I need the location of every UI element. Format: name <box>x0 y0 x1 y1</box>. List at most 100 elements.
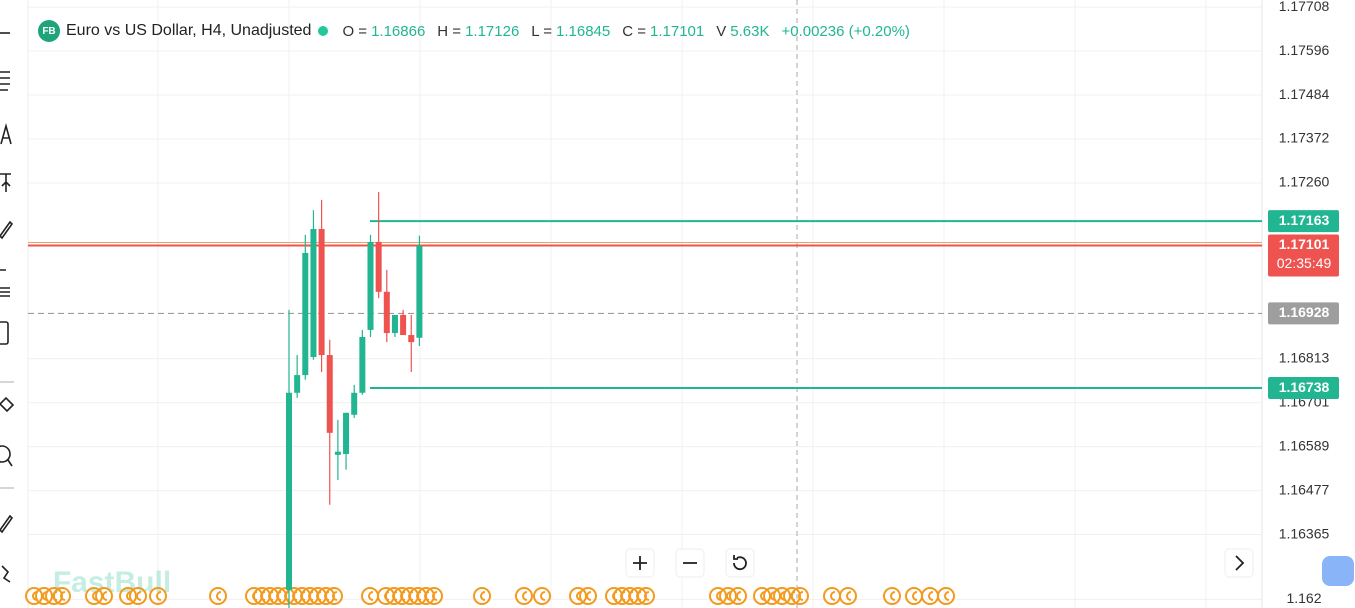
legend-label: H = <box>437 22 462 40</box>
event-marker <box>791 587 809 605</box>
scroll-right-icon <box>1235 555 1245 571</box>
candle-body <box>400 314 407 336</box>
event-marker <box>729 587 747 605</box>
candle-body <box>343 412 350 455</box>
candle-body <box>351 392 358 415</box>
candle-body <box>310 228 317 358</box>
y-tick-label: 1.16589 <box>1279 437 1330 453</box>
event-marker <box>839 587 857 605</box>
event-marker-glyph <box>736 591 742 601</box>
event-marker-glyph <box>156 591 162 601</box>
candle-body <box>375 241 382 292</box>
left-toolbar <box>0 32 15 583</box>
zoom-controls <box>625 548 1254 578</box>
event-marker-glyph <box>846 591 852 601</box>
legend-value: 1.17126 <box>465 22 520 40</box>
event-marker-glyph <box>586 591 592 601</box>
tool-icon[interactable] <box>0 269 10 297</box>
tool-icon[interactable] <box>0 396 15 413</box>
tool-icon[interactable] <box>7 459 13 467</box>
candle-body <box>367 241 374 330</box>
price-label: 1.17163 <box>1279 212 1330 228</box>
tool-icon[interactable] <box>0 445 11 463</box>
candle-body <box>326 355 333 433</box>
event-marker <box>95 587 113 605</box>
event-marker-glyph <box>890 591 896 601</box>
candle-body <box>294 375 301 393</box>
legend-label: O = <box>342 22 368 40</box>
event-marker <box>883 587 901 605</box>
candle-body <box>318 228 325 356</box>
event-marker <box>579 587 597 605</box>
event-marker-glyph <box>216 591 222 601</box>
tool-icon[interactable] <box>0 173 11 192</box>
event-marker-glyph <box>480 591 486 601</box>
tool-icon[interactable] <box>0 321 9 345</box>
event-marker-glyph <box>136 591 142 601</box>
candle-body <box>359 336 366 393</box>
legend-label: V <box>716 22 727 40</box>
event-markers <box>25 587 955 605</box>
candle-body <box>286 392 292 590</box>
y-tick-label: 1.17260 <box>1279 174 1330 190</box>
symbol-badge: FB <box>38 20 60 42</box>
symbol-title: Euro vs US Dollar, H4, Unadjusted <box>66 22 312 39</box>
event-marker-glyph <box>798 591 804 601</box>
legend: FB Euro vs US Dollar, H4, Unadjusted O =… <box>38 19 922 43</box>
tool-icon[interactable] <box>0 514 14 534</box>
tool-icon[interactable] <box>1 565 11 583</box>
legend-value: 1.16866 <box>371 22 426 40</box>
candle-body <box>391 314 398 334</box>
event-marker <box>325 587 343 605</box>
zoom-in-icon <box>633 556 647 570</box>
event-marker-glyph <box>368 591 374 601</box>
event-marker <box>425 587 443 605</box>
price-label: 1.16738 <box>1279 379 1330 395</box>
status-dot <box>318 26 329 36</box>
candle-body <box>408 335 415 343</box>
event-marker-glyph <box>332 591 338 601</box>
event-marker-glyph <box>928 591 934 601</box>
y-tick-label: 1.16477 <box>1279 481 1330 497</box>
event-marker-glyph <box>540 591 546 601</box>
reset-icon <box>733 555 747 571</box>
legend-value: 1.16845 <box>556 22 611 40</box>
candle-body <box>416 245 423 338</box>
legend-label: C = <box>622 22 647 40</box>
translate-button[interactable] <box>1322 556 1354 586</box>
legend-value: 5.63K <box>730 22 770 40</box>
event-marker-glyph <box>432 591 438 601</box>
price-label: 1.17101 <box>1279 236 1330 252</box>
event-marker <box>515 587 533 605</box>
event-marker-glyph <box>522 591 528 601</box>
event-marker <box>937 587 955 605</box>
reset-button[interactable] <box>725 548 755 578</box>
countdown-label: 02:35:49 <box>1277 255 1332 271</box>
price-label-box <box>1268 377 1339 400</box>
price-label: 1.16928 <box>1279 304 1330 320</box>
y-tick-label: 1.17484 <box>1279 86 1330 102</box>
event-marker-glyph <box>944 591 950 601</box>
event-marker <box>129 587 147 605</box>
y-tick-label: 1.162 <box>1286 590 1321 606</box>
event-marker-glyph <box>830 591 836 601</box>
tool-icon[interactable] <box>0 220 14 240</box>
tool-icon[interactable] <box>0 123 12 145</box>
event-marker <box>533 587 551 605</box>
candle-body <box>302 252 309 376</box>
y-tick-label: 1.16365 <box>1279 525 1330 541</box>
event-marker <box>473 587 491 605</box>
price-label-box <box>1268 234 1339 277</box>
price-label-box <box>1268 302 1339 325</box>
tool-icon[interactable] <box>0 71 10 91</box>
event-marker-glyph <box>644 591 650 601</box>
y-tick-label: 1.17596 <box>1279 42 1330 58</box>
legend-change: +0.00236 (+0.20%) <box>781 22 910 40</box>
event-marker <box>53 587 71 605</box>
scroll-right-button[interactable] <box>1224 548 1254 578</box>
event-marker-glyph <box>912 591 918 601</box>
event-marker <box>149 587 167 605</box>
